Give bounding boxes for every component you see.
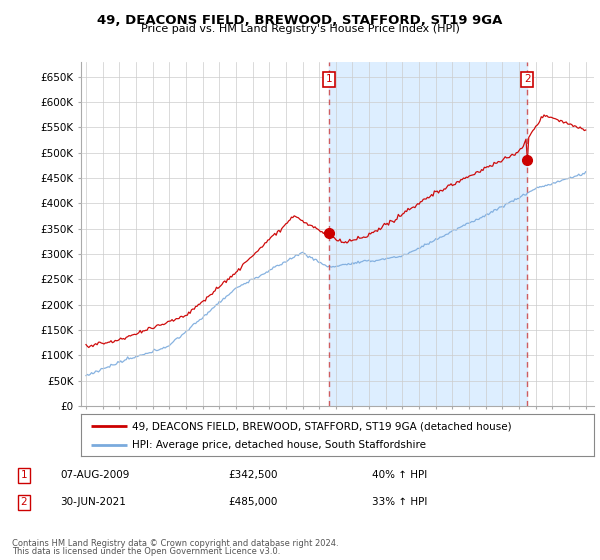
Text: HPI: Average price, detached house, South Staffordshire: HPI: Average price, detached house, Sout… <box>133 440 426 450</box>
Text: This data is licensed under the Open Government Licence v3.0.: This data is licensed under the Open Gov… <box>12 547 280 556</box>
Text: 07-AUG-2009: 07-AUG-2009 <box>60 470 130 480</box>
Text: 40% ↑ HPI: 40% ↑ HPI <box>372 470 427 480</box>
Text: 33% ↑ HPI: 33% ↑ HPI <box>372 497 427 507</box>
Text: 1: 1 <box>326 74 332 85</box>
Text: 30-JUN-2021: 30-JUN-2021 <box>60 497 126 507</box>
Text: 49, DEACONS FIELD, BREWOOD, STAFFORD, ST19 9GA: 49, DEACONS FIELD, BREWOOD, STAFFORD, ST… <box>97 14 503 27</box>
Bar <box>329 62 527 406</box>
Text: 49, DEACONS FIELD, BREWOOD, STAFFORD, ST19 9GA (detached house): 49, DEACONS FIELD, BREWOOD, STAFFORD, ST… <box>133 421 512 431</box>
Text: 2: 2 <box>524 74 530 85</box>
Text: Price paid vs. HM Land Registry's House Price Index (HPI): Price paid vs. HM Land Registry's House … <box>140 24 460 34</box>
Text: Contains HM Land Registry data © Crown copyright and database right 2024.: Contains HM Land Registry data © Crown c… <box>12 539 338 548</box>
Text: £342,500: £342,500 <box>228 470 277 480</box>
Text: £485,000: £485,000 <box>228 497 277 507</box>
Text: 2: 2 <box>20 497 28 507</box>
Text: 1: 1 <box>20 470 28 480</box>
